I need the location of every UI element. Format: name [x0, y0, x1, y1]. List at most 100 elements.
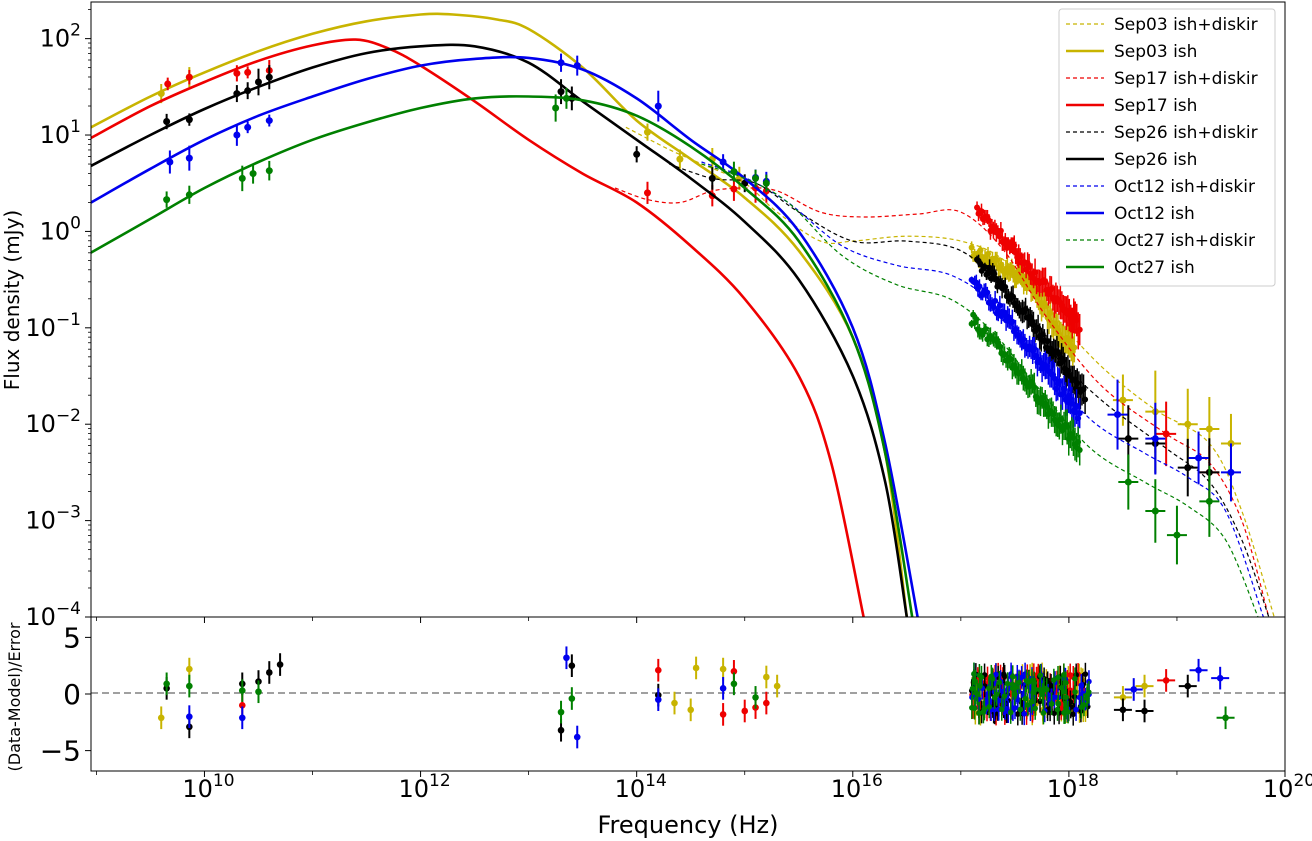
sep17-radio-point-3	[244, 68, 252, 76]
sep03-hard-point-0	[1119, 396, 1127, 404]
oct27-xray-residual-point-67	[1032, 686, 1039, 693]
sep17-ir-point-2	[730, 185, 738, 193]
x-tick-label-3: 1016	[831, 771, 883, 803]
oct12-ir-point-0	[557, 59, 565, 67]
oct12-residual-point-1	[238, 714, 246, 722]
oct12-residual-point-4	[654, 696, 662, 703]
legend-sep17-solid-label: Sep17 ish	[1114, 96, 1197, 116]
sep03-residual-point-2	[671, 699, 678, 707]
oct12-hard-point-0	[1114, 411, 1122, 419]
legend: Sep03 ish+diskir Sep03 ish Sep17 ish+diski…	[1058, 8, 1276, 287]
sep26-ir-point-2	[633, 150, 641, 158]
oct27-xray-residual-point-42	[1055, 674, 1061, 681]
oct12-xray-point-10	[984, 289, 991, 296]
oct27-xray-residual-point-63	[978, 674, 985, 680]
oct12-xray-residual-point-57	[1073, 706, 1079, 713]
oct12-ir-point-2	[654, 102, 662, 110]
oct12-xray-point-5	[976, 283, 983, 290]
oct27-residual-point-3	[255, 688, 262, 696]
oct27-xray-residual-point-37	[991, 694, 998, 701]
oct27-xray-residual-point-16	[1032, 705, 1038, 712]
sep03-ir-point-1	[676, 155, 684, 163]
sep17-residual-point-7	[1162, 677, 1170, 684]
oct27-xray-point-1	[970, 311, 977, 318]
oct27-radio-point-2	[238, 174, 246, 182]
sep17-radio-point-2	[233, 69, 241, 77]
sep26-xray-point-8	[986, 264, 993, 271]
sep26-residual-point-10	[1141, 707, 1148, 715]
oct12-residual-point-0	[186, 713, 193, 720]
oct27-xray-point-3	[973, 316, 980, 323]
oct27-xray-residual-point-56	[1004, 680, 1011, 687]
oct27-xray-residual-point-54	[1023, 678, 1030, 684]
y-tick-label-top-3: 10−1	[25, 310, 81, 342]
oct12-ish-curve	[91, 55, 919, 617]
sep26-ir-point-0	[557, 88, 565, 96]
sep26-radio-point-5	[265, 73, 273, 81]
oct27-xray-residual-point-68	[974, 691, 981, 697]
sep26-residual-point-5	[276, 661, 284, 668]
oct27-xray-residual-point-21	[1024, 702, 1031, 708]
oct27-residual-point-8	[1222, 714, 1229, 722]
oct27-xray-residual-point-66	[1040, 710, 1047, 716]
sep26-ir-point-3	[708, 174, 716, 182]
y-tick-label-bottom-1: 0	[63, 678, 81, 711]
sep26-radio-point-2	[233, 90, 241, 98]
x-tick-label-1: 1012	[398, 771, 450, 803]
sep03-residual-point-6	[763, 673, 770, 681]
sep17-residual-point-3	[730, 668, 738, 675]
oct12-radio-point-2	[233, 131, 241, 139]
legend-sep17-dashed-label: Sep17 ish+diskir	[1114, 69, 1258, 89]
sep26-residual-point-7	[568, 662, 576, 669]
legend-oct27-dashed-label: Oct27 ish+diskir	[1114, 231, 1255, 251]
oct12-residual-point-2	[563, 654, 570, 662]
oct27-residual-point-7	[752, 694, 759, 701]
legend-oct12-dashed-label: Oct12 ish+diskir	[1114, 177, 1255, 197]
oct27-ir-point-4	[762, 179, 770, 187]
oct27-xray-residual-point-13	[1022, 695, 1029, 702]
oct27-xray-residual-point-33	[1037, 672, 1044, 679]
oct27-xray-residual-point-58	[1016, 679, 1022, 686]
legend-box	[1058, 8, 1276, 287]
sep03-residual-point-1	[186, 665, 193, 673]
oct12-xray-point-15	[992, 297, 999, 304]
oct12-residual-point-3	[573, 733, 581, 741]
oct12-residual-point-5	[719, 685, 727, 692]
oct27-xray-residual-point-61	[1009, 681, 1016, 688]
legend-sep26-solid-label: Sep26 ish	[1114, 150, 1197, 170]
y-tick-label-top-5: 10−3	[25, 503, 81, 535]
flux-density-panel: 102 101 100 10−1 10−2 10−3 10−4	[25, 1, 1286, 631]
sep03-residual-point-8	[1119, 694, 1127, 701]
oct12-radio-point-0	[166, 158, 174, 166]
y-tick-label-top-0: 102	[40, 21, 81, 53]
oct12-xray-point-18	[996, 302, 1003, 309]
x-axis-label: Frequency (Hz)	[598, 811, 779, 839]
oct27-xray-residual-point-41	[1017, 706, 1024, 713]
sep03-xray-point-11	[985, 250, 992, 257]
oct27-hard-point-1	[1151, 507, 1159, 515]
oct27-xray-residual-point-15	[972, 678, 979, 685]
oct12-hard-point-3	[1227, 468, 1235, 476]
sep17-xray-point-16	[997, 227, 1004, 234]
oct12-hard-point-1	[1151, 435, 1159, 443]
oct27-xray-residual-point-39	[1037, 687, 1043, 693]
sep03-residual-point-7	[773, 682, 781, 690]
oct27-xray-residual-point-19	[1001, 693, 1008, 699]
oct27-xray-residual-point-29	[1007, 709, 1014, 716]
oct12-radio-point-4	[265, 117, 273, 125]
sep26-hard-point-0	[1124, 435, 1132, 443]
oct27-residual-point-0	[163, 680, 170, 688]
sep17-radio-point-1	[185, 73, 193, 81]
sep26-ish-curve	[91, 43, 909, 617]
x-tick-label-0: 1010	[182, 771, 234, 803]
sep03-residual-point-9	[1141, 682, 1148, 690]
oct27-radio-point-3	[249, 170, 257, 178]
oct27-ir-point-2	[730, 168, 738, 176]
oct27-xray-residual-point-47	[1055, 700, 1061, 707]
oct12-xray-point-69	[1076, 410, 1083, 417]
oct27-xray-residual-point-64	[1081, 702, 1087, 708]
oct27-xray-point-9	[982, 326, 989, 333]
oct27-xray-residual-point-27	[980, 709, 987, 715]
x-tick-label-5: 1020	[1263, 771, 1312, 803]
